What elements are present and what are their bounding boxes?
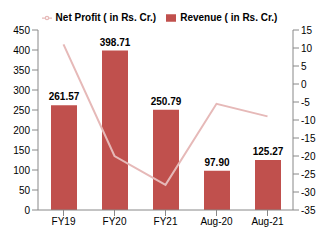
svg-text:250: 250 (13, 105, 30, 116)
svg-text:97.90: 97.90 (204, 157, 229, 168)
svg-text:400: 400 (13, 45, 30, 56)
svg-text:-15: -15 (301, 133, 316, 144)
svg-text:-25: -25 (301, 169, 316, 180)
svg-text:FY19: FY19 (52, 216, 76, 227)
svg-text:Aug-21: Aug-21 (251, 216, 284, 227)
svg-text:Aug-20: Aug-20 (200, 216, 233, 227)
svg-text:-35: -35 (301, 205, 316, 216)
svg-text:125.27: 125.27 (253, 146, 284, 157)
svg-text:-30: -30 (301, 187, 316, 198)
svg-text:FY21: FY21 (154, 216, 178, 227)
svg-text:10: 10 (301, 43, 313, 54)
svg-text:350: 350 (13, 65, 30, 76)
svg-text:150: 150 (13, 145, 30, 156)
svg-text:-10: -10 (301, 115, 316, 126)
svg-text:200: 200 (13, 125, 30, 136)
svg-text:450: 450 (13, 25, 30, 36)
svg-text:0: 0 (24, 205, 30, 216)
svg-text:398.71: 398.71 (100, 37, 131, 48)
svg-text:5: 5 (301, 61, 307, 72)
html-text:Net Profit ( in Rs. Cr.): Net Profit ( in Rs. Cr.) (55, 12, 157, 23)
svg-text:0: 0 (301, 79, 307, 90)
svg-text:-20: -20 (301, 151, 316, 162)
svg-text:FY20: FY20 (103, 216, 127, 227)
svg-text:15: 15 (301, 25, 313, 36)
svg-text:100: 100 (13, 165, 30, 176)
svg-text:261.57: 261.57 (49, 91, 80, 102)
svg-text:300: 300 (13, 85, 30, 96)
svg-text:-5: -5 (301, 97, 310, 108)
svg-text:250.79: 250.79 (151, 96, 182, 107)
html-text:Revenue ( in Rs. Cr.): Revenue ( in Rs. Cr.) (180, 12, 278, 23)
svg-text:50: 50 (19, 185, 31, 196)
